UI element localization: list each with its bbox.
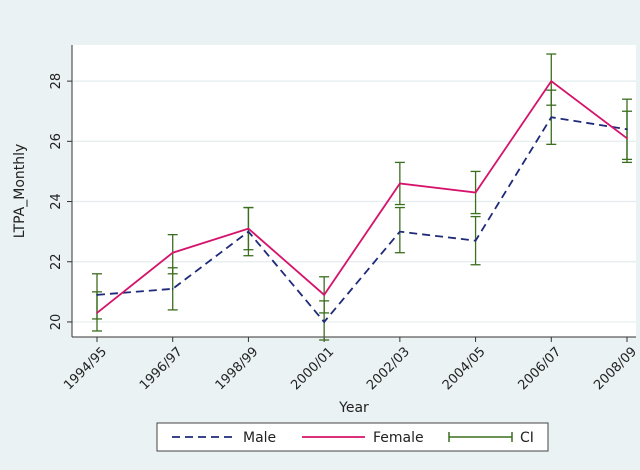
point-female-1998/99 [247,227,250,230]
x-axis-title: Year [338,400,369,416]
ci-bar-female-1994/95 [92,291,102,332]
point-female-1994/95 [96,312,98,314]
point-male-1996/97 [171,288,174,290]
axes [67,45,636,342]
ci-bar-female-2006/07 [546,53,557,106]
point-male-2004/05 [474,239,477,242]
ci-bar-female-1996/97 [167,233,178,275]
point-female-2002/03 [399,182,401,185]
series-lines [96,79,628,324]
legend-male-label: Male [243,430,276,446]
point-male-1998/99 [247,230,250,233]
ci-bar-male-2002/03 [394,206,405,254]
point-female-2008/09 [626,137,628,140]
point-male-2006/07 [550,116,553,119]
gridlines [72,80,636,323]
legend-ci-label: CI [520,430,534,446]
point-male-2008/09 [626,128,628,131]
point-male-1994/95 [96,294,98,296]
y-tick-label-22: 22 [49,253,64,270]
legend-ci-swatch [448,432,513,442]
legend-female-label: Female [373,430,424,446]
point-female-2000/01 [323,294,325,296]
y-tick-label-28: 28 [49,73,64,90]
point-female-1996/97 [171,251,174,254]
point-female-2004/05 [474,191,477,194]
confidence-intervals [92,53,632,341]
legend: Male Female CI [156,422,549,452]
y-tick-label-20: 20 [49,314,64,331]
y-tick-label-26: 26 [49,133,64,150]
y-axis-title: LTPA_Monthly [12,144,28,239]
point-male-2000/01 [323,321,325,323]
series-line-female [96,79,628,314]
y-tick-label-24: 24 [49,193,64,210]
series-line-male [96,116,628,324]
ci-bar-female-2008/09 [622,110,632,164]
point-female-2006/07 [550,80,553,82]
point-male-2002/03 [399,230,401,233]
